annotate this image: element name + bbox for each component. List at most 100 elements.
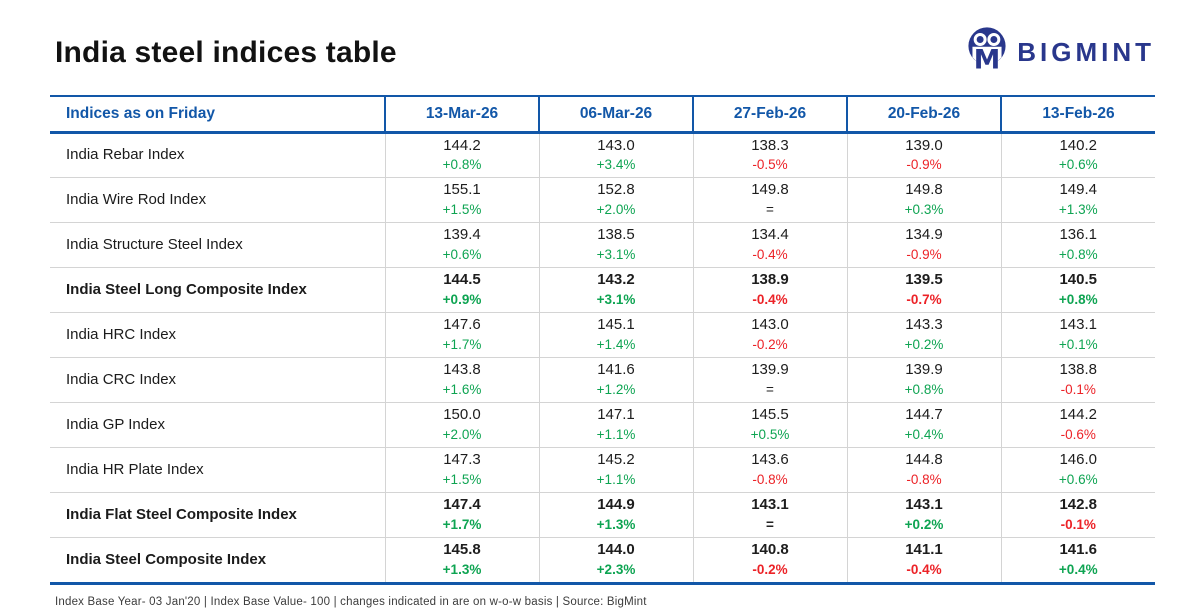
value-cell: 140.8 -0.2% [692,537,847,585]
value-cell: 144.8 -0.8% [846,447,1001,493]
value-cell: 143.3 +0.2% [846,312,1001,359]
value-cell: 138.8 -0.1% [1000,357,1155,404]
wow-change: -0.5% [752,157,788,173]
wow-change: -0.9% [906,247,942,263]
wow-change: +1.3% [596,516,636,532]
header-indices-label: Indices as on Friday [50,95,385,134]
table-row: India Steel Long Composite Index 144.5 +0.… [50,267,1155,314]
row-label: India Steel Composite Index [50,537,385,585]
index-value: 149.8 [751,181,789,199]
row-label: India HRC Index [50,312,385,359]
index-value: 149.8 [905,181,943,199]
index-value: 144.2 [443,136,481,154]
index-value: 136.1 [1059,226,1098,244]
value-cell: 143.2 +3.1% [538,267,693,314]
wow-change: +1.5% [442,471,482,487]
index-value: 144.0 [597,540,635,558]
wow-change: +1.3% [1058,202,1098,218]
row-label: India Flat Steel Composite Index [50,492,385,538]
table-row: India GP Index 150.0 +2.0% 147.1 +1.1% 145.5 +… [50,402,1155,449]
value-cell: 139.0 -0.9% [846,132,1001,179]
index-value: 147.4 [443,496,481,513]
table-row: India Wire Rod Index 155.1 +1.5% 152.8 +2.0%… [50,177,1155,224]
value-cell: 150.0 +2.0% [384,402,539,449]
table-row: India HR Plate Index 147.3 +1.5% 145.2 +1.1%… [50,447,1155,493]
value-cell: 145.2 +1.1% [538,447,693,493]
value-cell: 143.0 -0.2% [692,312,847,359]
value-cell: 139.9 = [692,357,847,404]
header-date-column: 13-Feb-26 [1000,95,1155,134]
wow-change: +0.2% [904,337,944,352]
index-value: 141.1 [905,540,943,558]
index-value: 134.4 [751,226,789,244]
index-value: 150.0 [443,406,481,424]
index-value: 138.8 [1059,361,1098,379]
value-cell: 147.3 +1.5% [384,447,539,493]
wow-change: +1.3% [442,561,482,577]
wow-change: +2.3% [596,561,636,577]
wow-change: +0.6% [442,247,482,263]
index-value: 146.0 [1059,451,1098,469]
value-cell: 141.6 +1.2% [538,357,693,404]
value-cell: 136.1 +0.8% [1000,222,1155,269]
wow-change: +3.1% [596,247,636,263]
wow-change: +0.6% [1058,471,1098,487]
index-value: 139.9 [905,361,943,379]
bigmint-logo-icon: M [966,26,1008,79]
wow-change: +1.1% [596,471,636,487]
index-value: 140.2 [1059,136,1098,154]
index-value: 149.4 [1059,181,1098,199]
value-cell: 144.9 +1.3% [538,492,693,538]
value-cell: 144.2 +0.8% [384,132,539,179]
index-value: 140.5 [1059,271,1098,289]
value-cell: 138.3 -0.5% [692,132,847,179]
wow-change: +3.1% [596,292,636,308]
bigmint-logo-wordmark: BIGMINT [1017,37,1155,67]
index-value: 141.6 [597,361,635,379]
index-value: 145.1 [597,316,635,334]
row-label: India Rebar Index [50,132,385,179]
index-value: 143.0 [597,136,635,154]
wow-change: -0.2% [752,561,788,577]
table-row: India CRC Index 143.8 +1.6% 141.6 +1.2% 139.9… [50,357,1155,404]
wow-change: +0.1% [1058,337,1098,352]
index-value: 144.7 [905,406,943,424]
value-cell: 142.8 -0.1% [1000,492,1155,538]
header-date-column: 20-Feb-26 [846,95,1001,134]
wow-change: +1.1% [596,426,636,442]
footnote: Index Base Year- 03 Jan'20 | Index Base … [55,595,647,608]
bigmint-logo: M BIGMINT [966,26,1155,79]
value-cell: 141.1 -0.4% [846,537,1001,585]
wow-change: +0.9% [442,292,482,308]
index-value: 143.8 [443,361,481,379]
table-row: India Flat Steel Composite Index 147.4 +1.… [50,492,1155,538]
index-value: 145.2 [597,451,635,469]
wow-change: -0.1% [1060,381,1096,397]
value-cell: 149.4 +1.3% [1000,177,1155,224]
index-value: 147.6 [443,316,481,334]
index-value: 143.0 [751,316,789,334]
value-cell: 144.5 +0.9% [384,267,539,314]
index-value: 144.8 [905,451,943,469]
index-value: 145.5 [751,406,789,424]
value-cell: 138.9 -0.4% [692,267,847,314]
value-cell: 134.9 -0.9% [846,222,1001,269]
svg-text:M: M [974,45,1001,74]
wow-change: +1.5% [442,202,482,218]
index-value: 138.3 [751,136,789,154]
wow-change: +2.0% [596,202,636,218]
wow-change: +0.4% [904,426,944,442]
wow-change: +0.8% [1058,247,1098,263]
wow-change: = [766,516,774,532]
row-label: India GP Index [50,402,385,449]
wow-change: -0.4% [752,292,788,308]
wow-change: +1.4% [596,337,636,352]
wow-change: +2.0% [442,426,482,442]
value-cell: 143.1 +0.1% [1000,312,1155,359]
row-label: India HR Plate Index [50,447,385,493]
value-cell: 143.1 = [692,492,847,538]
row-label: India Steel Long Composite Index [50,267,385,314]
wow-change: -0.8% [906,471,942,487]
index-value: 143.1 [1059,316,1098,334]
index-value: 140.8 [751,540,789,558]
